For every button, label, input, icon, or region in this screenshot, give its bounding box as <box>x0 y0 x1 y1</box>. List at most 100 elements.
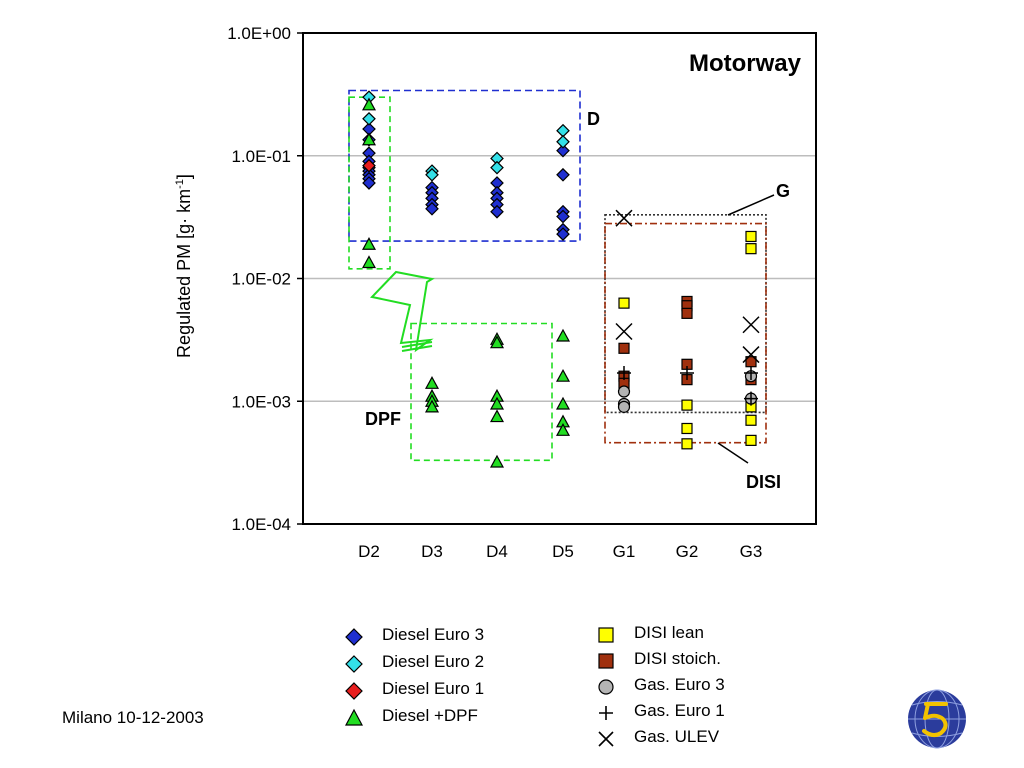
x-tick-label: G2 <box>676 542 699 561</box>
y-axis-label: Regulated PM [g· km-1] <box>174 174 194 358</box>
annotation-disi-pointer <box>717 442 749 464</box>
diamond-point <box>556 123 570 138</box>
triangle-point <box>555 423 571 436</box>
square-point <box>618 297 630 309</box>
legend-label: Gas. ULEV <box>634 727 720 746</box>
data-points <box>361 90 760 468</box>
diamond-point <box>556 134 570 149</box>
triangle-point <box>361 97 377 111</box>
square-point <box>681 399 693 411</box>
x-tick-label: D5 <box>552 542 574 561</box>
annotation-disi-label: DISI <box>746 472 781 492</box>
x-tick-label: G3 <box>740 542 763 561</box>
chart-title: Motorway <box>689 50 802 77</box>
triangle-marker-icon <box>345 708 363 726</box>
legend-item: DISI lean <box>596 622 826 648</box>
legend-label: Diesel Euro 2 <box>382 652 485 671</box>
square-point <box>745 243 757 255</box>
triangle-point <box>489 396 505 410</box>
diamond-point <box>490 204 504 219</box>
plus-point <box>744 391 758 406</box>
y-tick-label: 1.0E-01 <box>231 147 291 166</box>
grid-lines <box>303 155 816 402</box>
x-point <box>742 346 760 364</box>
circle-marker-icon <box>598 679 614 695</box>
square-point <box>618 342 630 354</box>
legend-label: Diesel Euro 1 <box>382 679 485 698</box>
triangle-point <box>489 335 505 349</box>
legend-diesel: Diesel Euro 3 Diesel Euro 2 Diesel Euro … <box>344 624 574 732</box>
y-axis-label-main: Regulated PM [g· km <box>174 189 194 358</box>
triangle-point <box>555 328 571 342</box>
triangle-point <box>555 396 571 410</box>
legend-item: DISI stoich. <box>596 648 826 674</box>
footer-date: Milano 10-12-2003 <box>62 708 204 727</box>
triangle-point <box>361 237 377 250</box>
diamond-marker-icon <box>345 628 363 646</box>
diesel-region-box <box>348 89 581 242</box>
triangle-point <box>361 255 377 269</box>
diamond-point <box>556 143 570 158</box>
gasoline-region-box <box>604 214 767 414</box>
legend-item: Diesel Euro 1 <box>344 678 574 705</box>
square-marker-icon <box>598 653 614 669</box>
legend-item: Gas. Euro 1 <box>596 700 826 726</box>
annotation-g-label: G <box>776 181 790 201</box>
legend-label: DISI stoich. <box>634 649 721 668</box>
legend-label: Diesel +DPF <box>382 706 478 725</box>
y-tick-label: 1.0E-03 <box>231 392 291 411</box>
y-axis-label-exponent: -1 <box>174 179 186 189</box>
diamond-point <box>556 167 570 182</box>
x-tick-label: D4 <box>486 542 508 561</box>
legend-label: Diesel Euro 3 <box>382 625 485 644</box>
square-point <box>745 230 757 243</box>
x-tick-label: D2 <box>358 542 380 561</box>
annotation-d-label: D <box>587 109 600 129</box>
diamond-point <box>425 167 439 182</box>
square-point <box>745 414 757 426</box>
square-marker-icon <box>598 627 614 643</box>
diamond-point <box>556 209 570 224</box>
legend-label: DISI lean <box>634 623 704 642</box>
legend-gasoline: DISI lean DISI stoich. Gas. Euro 3 Gas. … <box>596 622 826 752</box>
square-point <box>745 434 757 446</box>
dpf-arrow-icon <box>370 270 435 353</box>
x-tick-label: G1 <box>613 542 636 561</box>
circle-point <box>617 385 631 398</box>
plus-point <box>617 365 631 380</box>
y-axis-label-end: ] <box>174 174 194 179</box>
triangle-point <box>489 454 505 468</box>
legend-item: Diesel +DPF <box>344 705 574 732</box>
triangle-point <box>489 409 505 423</box>
diamond-marker-icon <box>345 655 363 673</box>
diamond-point <box>556 227 570 241</box>
legend-item: Gas. ULEV <box>596 726 826 752</box>
circle-point <box>617 400 631 413</box>
plus-point <box>680 365 694 380</box>
y-tick-label: 1.0E+00 <box>227 24 291 43</box>
x-point <box>742 316 760 334</box>
x-tick-label: D3 <box>421 542 443 561</box>
diamond-point <box>490 160 504 175</box>
diamond-point <box>362 176 376 190</box>
annotation-dpf-label: DPF <box>365 409 401 429</box>
square-point <box>681 422 693 435</box>
legend-label: Gas. Euro 3 <box>634 675 725 694</box>
axes: 1.0E+00 1.0E-01 1.0E-02 1.0E-03 1.0E-04 D2 D3 D… <box>227 24 762 561</box>
diamond-point <box>362 111 376 126</box>
legend-label: Gas. Euro 1 <box>634 701 725 720</box>
triangle-point <box>424 376 440 389</box>
plus-marker-icon <box>599 706 613 720</box>
diamond-marker-icon <box>345 682 363 700</box>
x-marker-icon <box>598 731 614 747</box>
y-tick-label: 1.0E-02 <box>231 270 291 289</box>
triangle-point <box>555 368 571 382</box>
x-point <box>615 209 633 227</box>
plus-point <box>744 365 758 380</box>
y-tick-label: 1.0E-04 <box>231 515 291 534</box>
legend-item: Diesel Euro 2 <box>344 651 574 678</box>
x-point <box>615 322 633 341</box>
triangle-point <box>424 399 440 413</box>
annotation-g-pointer <box>727 194 775 216</box>
